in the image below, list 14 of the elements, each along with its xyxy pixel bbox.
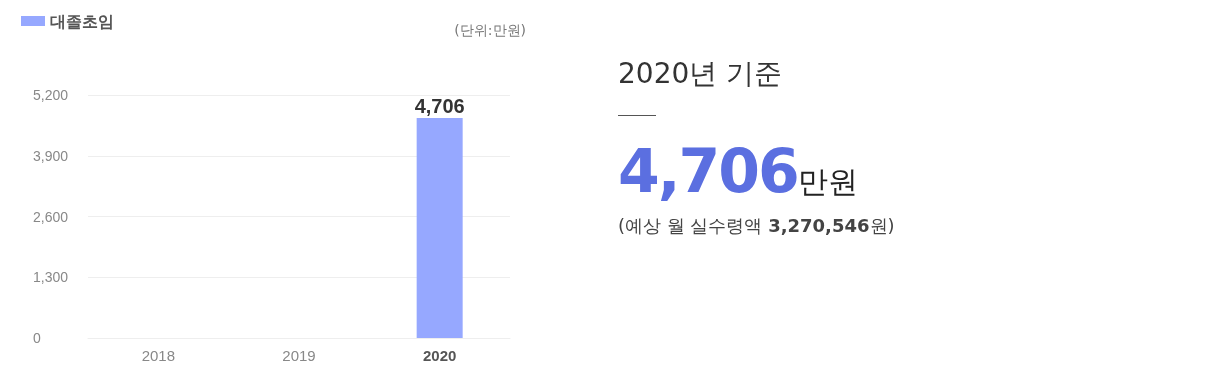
- y-tick-label: 3,900: [33, 147, 69, 164]
- data-label: 4,706: [414, 95, 465, 118]
- text: 2020년 기준: [618, 56, 784, 92]
- y-tick-label: 0: [33, 330, 41, 346]
- x-tick-label: 2018: [141, 347, 176, 364]
- text: 4,706만원: [618, 136, 858, 206]
- y-tick-label: 5,200: [33, 87, 69, 103]
- y-tick-label: 2,600: [33, 208, 69, 225]
- text: (예상 월 실수령액 3,270,546원): [618, 215, 895, 236]
- legend-label: 대졸초임: [50, 12, 114, 30]
- x-tick-label: 2020: [422, 347, 457, 364]
- x-tick-label: 2019: [282, 347, 316, 364]
- y-tick-label: 1,300: [33, 269, 69, 286]
- text: (단위:만원): [454, 22, 526, 40]
